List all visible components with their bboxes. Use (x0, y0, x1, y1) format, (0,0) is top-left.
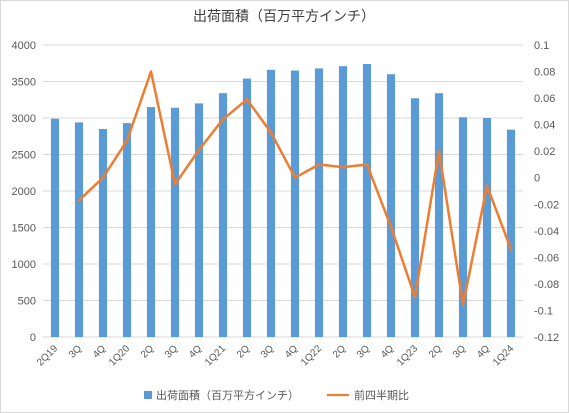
bar (362, 63, 372, 337)
x-axis-tick-label: 2Q (235, 343, 252, 360)
x-axis-tick-label: 3Q (259, 343, 276, 360)
line-point (293, 176, 297, 179)
left-axis-tick-label: 1500 (12, 223, 36, 235)
x-axis-tick-label: 1Q20 (107, 343, 132, 368)
legend-swatch-bars (144, 391, 152, 399)
x-axis-tick-label: 4Q (187, 343, 204, 360)
bar (506, 129, 516, 337)
right-axis-ticks: -0.12 -0.1 -0.08 -0.06 -0.04 -0.02 0 0.02 0.04 0.… (534, 40, 559, 344)
line-point (413, 295, 417, 299)
x-axis-tick-label: 1Q24 (491, 343, 516, 368)
left-axis-tick-label: 500 (18, 296, 36, 308)
x-axis-tick-label: 1Q22 (299, 343, 324, 368)
x-axis-tick-label: 3Q (451, 343, 468, 360)
left-axis-ticks: 0 500 1000 1500 2000 2500 3000 3500 4000 (12, 40, 36, 344)
bar (482, 118, 492, 337)
bar (50, 118, 60, 337)
left-axis-tick-label: 0 (30, 332, 36, 344)
right-axis-tick-label: 0 (534, 173, 540, 185)
line-point (437, 149, 441, 153)
line-point (269, 131, 273, 134)
legend-label-line: 前四半期比 (354, 388, 409, 402)
line-point (317, 163, 321, 166)
x-axis-tick-label: 4Q (379, 343, 396, 360)
x-axis-tick-label: 2Q19 (35, 343, 60, 368)
line-point (461, 303, 465, 307)
bar (146, 107, 156, 337)
bar (338, 66, 348, 338)
legend: 出荷面積（百万平方インチ） 前四半期比 (144, 388, 409, 402)
bar (74, 122, 84, 337)
line-point (149, 70, 153, 73)
right-axis-tick-label: -0.08 (534, 279, 559, 291)
x-axis-tick-label: 2Q (427, 343, 444, 360)
x-axis-tick-label: 3Q (163, 343, 180, 360)
line-point (341, 165, 345, 169)
bar (98, 128, 108, 337)
line-point (101, 176, 105, 179)
line-point (77, 199, 81, 202)
line-point (125, 139, 129, 142)
bar (122, 123, 132, 337)
bar (218, 93, 228, 338)
right-axis-tick-label: 0.08 (534, 67, 555, 79)
left-axis-tick-label: 3500 (12, 77, 36, 89)
x-axis-tick-label: 1Q21 (203, 343, 228, 368)
bar (314, 68, 324, 338)
chart-title: 出荷面積（百万平方インチ） (193, 9, 375, 25)
line-point (173, 183, 177, 186)
line-series (77, 70, 513, 307)
bar (170, 107, 180, 337)
line-point (221, 118, 225, 121)
left-axis-tick-label: 1000 (12, 259, 36, 271)
right-axis-tick-label: -0.1 (534, 305, 553, 317)
right-axis-tick-label: 0.06 (534, 93, 555, 105)
line-point (245, 98, 249, 101)
x-axis-tick-label: 3Q (355, 343, 372, 360)
x-axis-tick-label: 1Q23 (395, 343, 420, 368)
right-axis-tick-label: -0.02 (534, 199, 559, 211)
bar (410, 98, 420, 337)
right-axis-tick-label: -0.12 (534, 332, 559, 344)
bar (290, 70, 300, 338)
left-axis-tick-label: 2500 (12, 150, 36, 162)
bar (434, 93, 444, 338)
gridlines (43, 44, 523, 338)
left-axis-tick-label: 3000 (12, 113, 36, 125)
left-axis-tick-label: 4000 (12, 40, 36, 52)
right-axis-tick-label: 0.02 (534, 146, 555, 158)
x-axis-tick-label: 3Q (67, 343, 84, 360)
legend-label-bars: 出荷面積（百万平方インチ） (156, 388, 299, 402)
right-axis-tick-label: -0.04 (534, 226, 559, 238)
bar (458, 117, 468, 338)
x-axis-tick-label: 4Q (283, 343, 300, 360)
right-axis-tick-label: 0.1 (534, 40, 549, 52)
x-axis-tick-label: 2Q (139, 343, 156, 360)
right-axis-tick-label: -0.06 (534, 252, 559, 264)
left-axis-tick-label: 2000 (12, 186, 36, 198)
line-point (365, 163, 369, 166)
bar (194, 103, 204, 338)
line-point (389, 225, 393, 229)
bar (242, 78, 252, 337)
line-point (509, 248, 513, 251)
bar (266, 69, 276, 337)
x-axis-tick-label: 4Q (91, 343, 108, 360)
bar-series (50, 63, 516, 338)
line-point (197, 148, 201, 152)
x-axis-tick-label: 2Q (331, 343, 348, 360)
bar (386, 74, 396, 337)
line-point (485, 184, 489, 187)
x-axis-tick-label: 4Q (475, 343, 492, 360)
right-axis-tick-label: 0.04 (534, 120, 555, 132)
